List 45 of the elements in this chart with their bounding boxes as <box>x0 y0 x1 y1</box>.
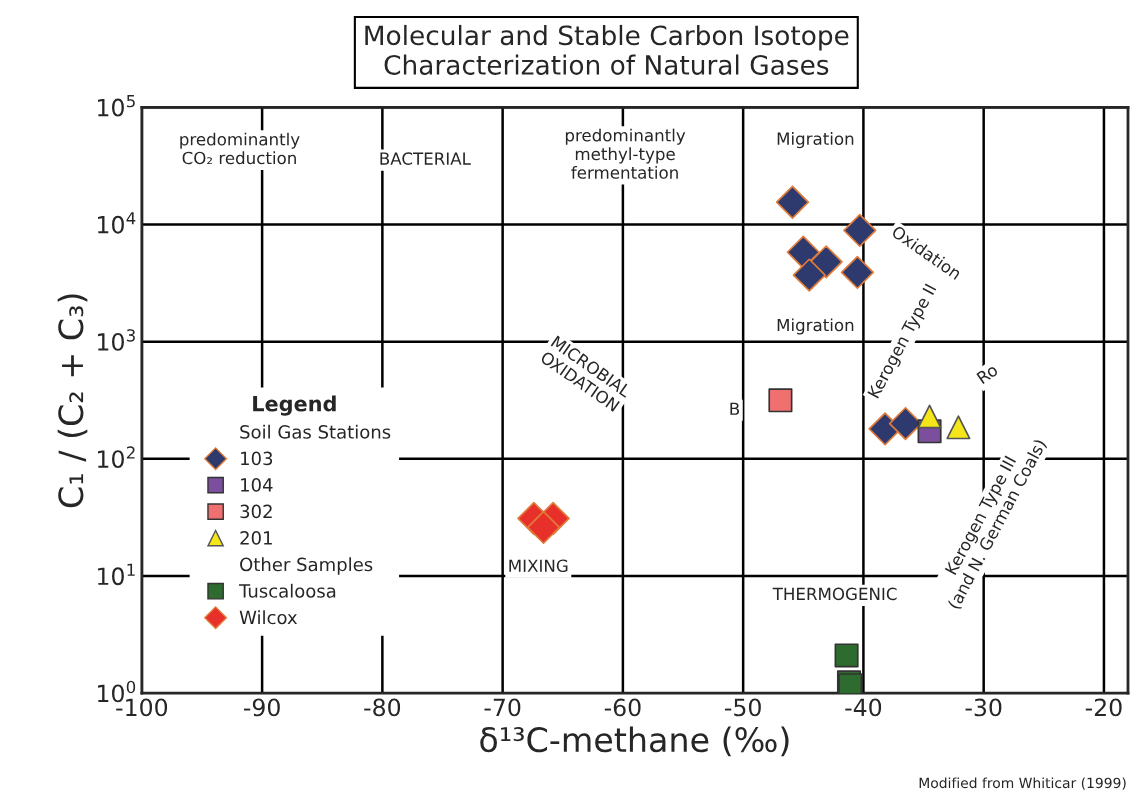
x-tick-label: -20 <box>1085 698 1122 717</box>
point <box>840 255 875 290</box>
annotation: Soil Gas Stations <box>240 424 391 439</box>
x-axis-title: δ¹³C-methane (‰) <box>480 726 789 757</box>
annotation: BACTERIAL <box>380 152 471 165</box>
y-tick-label: 10$^{4}$ <box>98 212 136 234</box>
legend-label: Wilcox <box>239 610 298 625</box>
y-axis-title: C₁ / (C₂ + C₃) <box>57 294 88 508</box>
point <box>768 388 793 413</box>
legend-label: 103 <box>241 451 273 466</box>
annotation: B <box>730 402 740 415</box>
annotation: Ro <box>976 363 999 385</box>
annotation: Migration <box>777 318 854 335</box>
legend-label: Tuscaloosa <box>239 583 336 598</box>
x-tick-label: -30 <box>965 698 1002 717</box>
x-tick-label: -50 <box>725 698 761 717</box>
x-tick-label: -80 <box>364 698 401 717</box>
y-tick-label: 10$^{5}$ <box>98 95 135 117</box>
x-tick-label: -70 <box>484 698 521 717</box>
annotation: Migration <box>777 132 854 149</box>
annotation: Other Samples <box>240 557 373 575</box>
legend-label: 302 <box>240 504 272 519</box>
point <box>786 235 820 269</box>
point <box>775 185 810 219</box>
legend-title: Legend <box>253 395 336 416</box>
point <box>946 415 971 440</box>
point <box>834 643 859 668</box>
annotation: predominantly methyl-type fermentation <box>565 128 686 179</box>
annotation: MIXING <box>509 559 568 573</box>
legend-label: 201 <box>240 531 272 545</box>
y-tick-label: 10$^{2}$ <box>98 446 135 468</box>
point <box>792 258 826 292</box>
chart-title: Molecular and Stable Carbon Isotope Characterization of Natural Gases <box>365 24 849 75</box>
point <box>843 213 877 248</box>
x-tick-label: -90 <box>243 698 280 717</box>
text: Modified from Whiticar (1999) <box>919 777 1126 790</box>
legend-label: 104 <box>241 478 273 492</box>
y-tick-label: 10$^{3}$ <box>98 329 135 351</box>
y-tick-label: 10$^{1}$ <box>98 563 135 586</box>
annotation: THERMOGENIC <box>772 587 897 601</box>
annotation: predominantly CO₂ reduction <box>180 132 300 165</box>
x-tick-label: -60 <box>604 698 641 717</box>
x-tick-label: -40 <box>845 698 882 717</box>
point <box>526 510 561 545</box>
point <box>917 404 942 429</box>
